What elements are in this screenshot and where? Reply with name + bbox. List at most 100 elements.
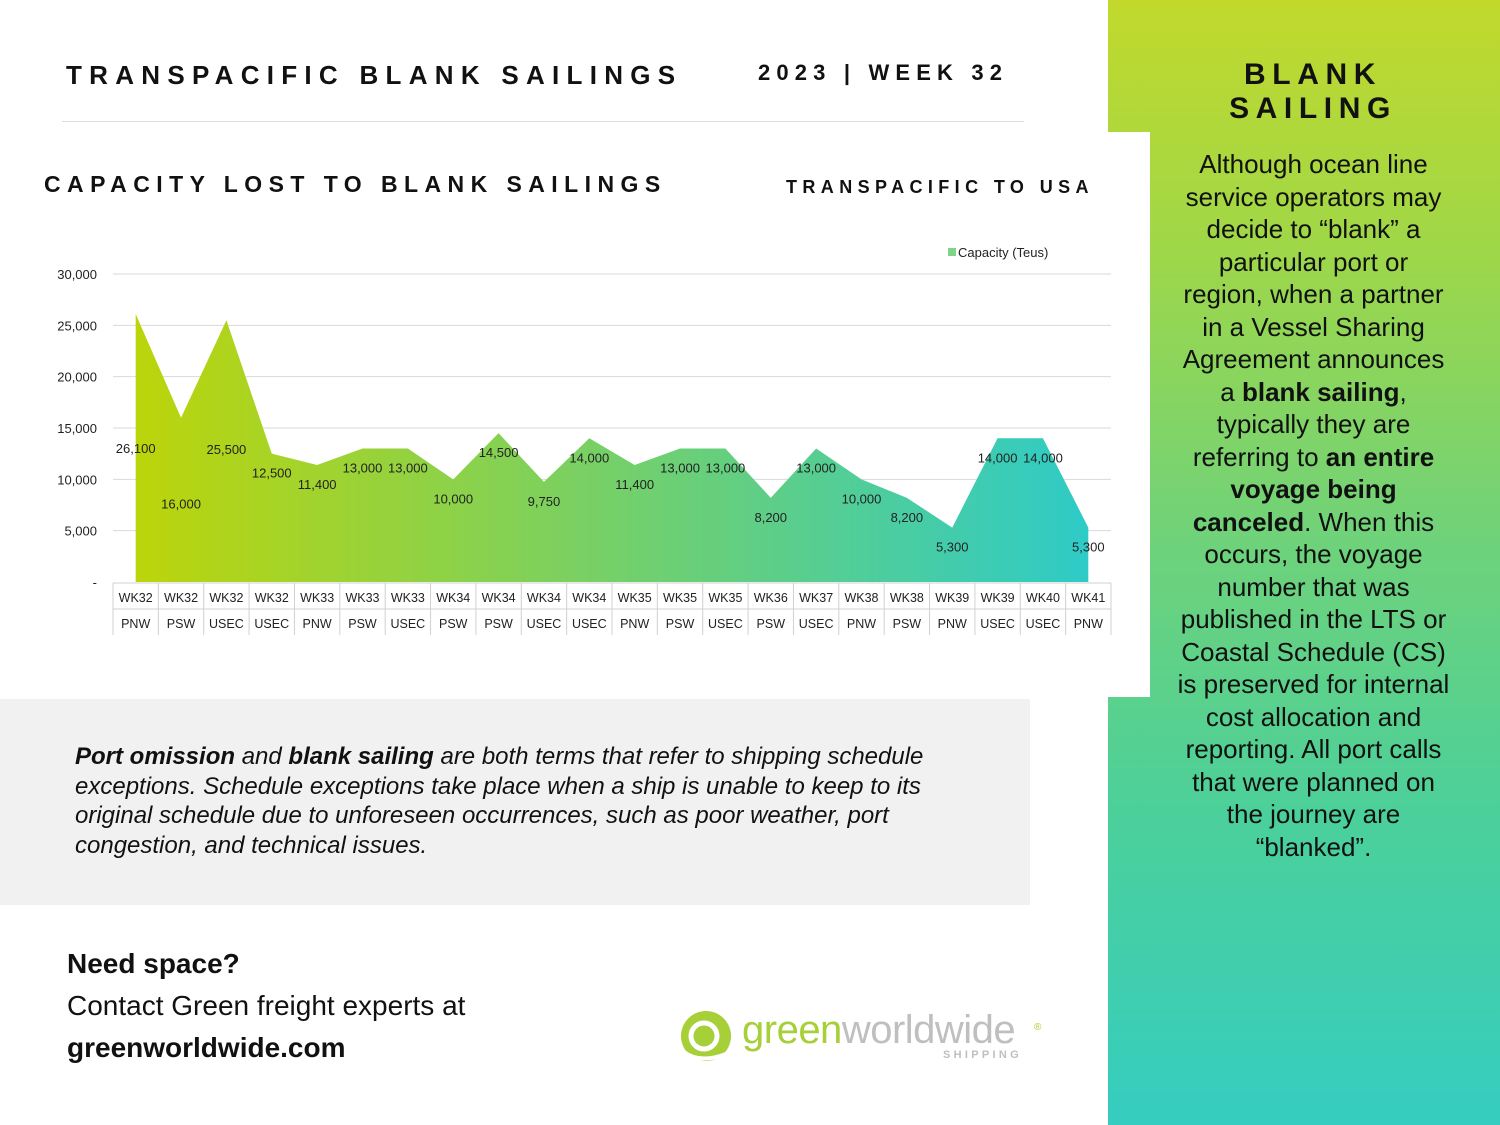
chart-title: CAPACITY LOST TO BLANK SAILINGS — [44, 171, 667, 197]
data-label: 10,000 — [842, 491, 882, 506]
data-label: 13,000 — [706, 461, 746, 476]
info-text: Port omission and blank sailing are both… — [75, 742, 995, 860]
x-tick-label-region: PSW — [893, 617, 922, 631]
x-tick-label-week: WK37 — [799, 591, 833, 605]
x-tick-label-region: USEC — [708, 617, 743, 631]
x-tick-label-region: PSW — [666, 617, 695, 631]
data-label: 5,300 — [936, 540, 969, 555]
area-series — [135, 314, 1089, 582]
data-label: 13,000 — [343, 461, 383, 476]
y-tick-label: 20,000 — [57, 370, 97, 385]
data-label: 14,000 — [978, 450, 1018, 465]
x-tick-label-region: PNW — [847, 617, 876, 631]
x-tick-label-region: PNW — [620, 617, 649, 631]
x-tick-label-week: WK41 — [1071, 591, 1105, 605]
y-tick-label: 30,000 — [57, 267, 97, 282]
data-label: 11,400 — [298, 477, 337, 492]
data-label: 8,200 — [754, 510, 787, 525]
x-tick-label-region: USEC — [799, 617, 834, 631]
x-tick-label-week: WK39 — [981, 591, 1015, 605]
data-label: 9,750 — [528, 494, 561, 509]
side-bold-2: an entire voyage being canceled — [1192, 441, 1435, 537]
x-tick-label-region: PNW — [303, 617, 332, 631]
y-tick-label: - — [93, 575, 97, 590]
data-label: 14,500 — [479, 445, 519, 460]
x-tick-label-week: WK39 — [935, 591, 969, 605]
legend-label: Capacity (Teus) — [958, 245, 1048, 260]
y-tick-label: 15,000 — [57, 421, 97, 436]
x-tick-label-region: PSW — [348, 617, 377, 631]
x-tick-label-region: PNW — [938, 617, 967, 631]
x-tick-label-week: WK34 — [572, 591, 606, 605]
data-label: 14,000 — [569, 450, 609, 465]
x-tick-label-region: PSW — [757, 617, 786, 631]
side-panel-notch — [1100, 132, 1150, 697]
side-text-1: Although ocean line service operators ma… — [1182, 149, 1445, 407]
side-text-2: , typically they are referring to — [1192, 376, 1411, 472]
x-tick-label-week: WK34 — [482, 591, 516, 605]
data-label: 8,200 — [891, 510, 924, 525]
data-label: 25,500 — [207, 442, 247, 457]
x-tick-label-week: WK35 — [708, 591, 742, 605]
x-tick-label-region: USEC — [1026, 617, 1061, 631]
x-tick-label-week: WK34 — [436, 591, 470, 605]
x-tick-label-week: WK32 — [209, 591, 243, 605]
x-tick-label-week: WK32 — [119, 591, 153, 605]
x-tick-label-week: WK35 — [663, 591, 697, 605]
x-tick-label-week: WK38 — [844, 591, 878, 605]
info-text-2: are both terms that refer to shipping sc… — [75, 743, 924, 859]
x-tick-label-region: PNW — [1074, 617, 1103, 631]
area-chart: - 5,000 10,000 15,000 20,000 25,000 30,000 26,1… — [57, 245, 1112, 635]
info-bold-2: blank sailing — [288, 743, 434, 770]
x-tick-label-week: WK36 — [754, 591, 788, 605]
side-panel — [1108, 0, 1500, 1125]
side-heading-line2: SAILING — [1229, 92, 1397, 125]
data-label: 13,000 — [796, 461, 836, 476]
x-tick-label-region: USEC — [980, 617, 1015, 631]
data-label: 13,000 — [660, 461, 700, 476]
week-label: 2023 | WEEK 32 — [758, 60, 1009, 85]
chart-subtitle: TRANSPACIFIC TO USA — [786, 177, 1094, 197]
x-tick-label-week: WK34 — [527, 591, 561, 605]
x-tick-label-week: WK33 — [345, 591, 379, 605]
x-tick-label-region: USEC — [254, 617, 289, 631]
data-label: 13,000 — [388, 461, 428, 476]
website-link[interactable]: greenworldwide.com — [67, 1032, 346, 1063]
x-tick-label-region: USEC — [527, 617, 562, 631]
legend-swatch — [948, 248, 956, 256]
side-text-3: . When this occurs, the voyage number th… — [1177, 506, 1450, 862]
x-tick-label-week: WK32 — [164, 591, 198, 605]
globe-icon — [681, 1011, 731, 1061]
side-body-text: Although ocean line service operators ma… — [1176, 148, 1451, 863]
x-tick-label-region: USEC — [572, 617, 607, 631]
x-tick-label-week: WK33 — [300, 591, 334, 605]
info-box — [0, 699, 1030, 905]
data-label: 5,300 — [1072, 540, 1105, 555]
cta-line: Contact Green freight experts at — [67, 990, 466, 1021]
logo-wordmark: greenworldwide — [742, 1008, 1016, 1053]
data-label: 11,400 — [615, 477, 654, 492]
x-tick-label-week: WK38 — [890, 591, 924, 605]
cta-question: Need space? — [67, 948, 240, 979]
x-tick-label-region: PSW — [167, 617, 196, 631]
x-tick-label-region: USEC — [209, 617, 244, 631]
x-tick-label-region: USEC — [390, 617, 425, 631]
data-label: 16,000 — [161, 497, 201, 512]
x-tick-label-region: PSW — [484, 617, 513, 631]
y-tick-label: 10,000 — [57, 472, 97, 487]
side-heading: BLANK SAILING — [1108, 58, 1500, 126]
x-tick-label-week: WK35 — [618, 591, 652, 605]
x-tick-label-week: WK32 — [255, 591, 289, 605]
data-label: 12,500 — [252, 466, 292, 481]
side-heading-line1: BLANK — [1244, 58, 1382, 91]
data-label: 10,000 — [433, 491, 473, 506]
y-tick-label: 5,000 — [64, 524, 97, 539]
logo-registered-mark: ® — [1034, 1022, 1042, 1033]
info-bold-1: Port omission — [75, 743, 236, 770]
y-tick-label: 25,000 — [57, 318, 97, 333]
x-tick-label-week: WK33 — [391, 591, 425, 605]
logo-green-text: green — [742, 1008, 842, 1052]
page-title: TRANSPACIFIC BLANK SAILINGS — [66, 60, 683, 90]
x-tick-label-region: PNW — [121, 617, 150, 631]
info-text-1: and — [235, 743, 289, 770]
